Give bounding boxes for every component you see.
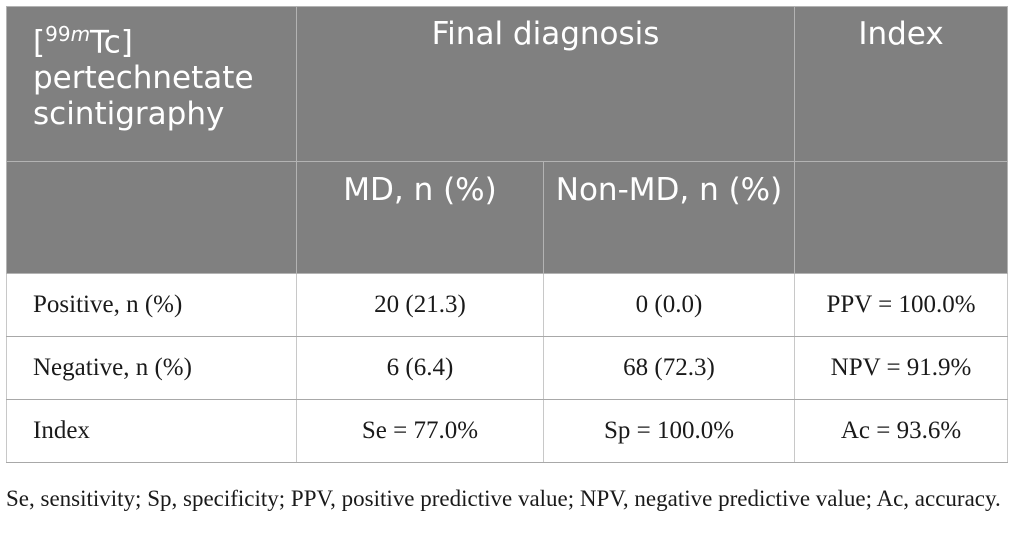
header-non-md: Non-MD, n (%) <box>542 161 796 274</box>
header-scintigraphy-element: Tc] <box>90 24 133 61</box>
header-empty-left <box>6 161 297 274</box>
cell-non-md: Sp = 100.0% <box>542 399 796 463</box>
cell-md: 6 (6.4) <box>296 336 544 400</box>
table-row: Negative, n (%) 6 (6.4) 68 (72.3) NPV = … <box>6 336 1009 400</box>
table-row: Positive, n (%) 20 (21.3) 0 (0.0) PPV = … <box>6 273 1009 337</box>
isotope-metastable-letter: m <box>70 22 91 46</box>
row-label: Index <box>6 399 297 463</box>
cell-non-md: 0 (0.0) <box>542 273 796 337</box>
header-scintigraphy-line3: scintigraphy <box>33 96 225 133</box>
results-table-container: [99mTc] pertechnetate scintigraphy Final d… <box>6 6 1009 463</box>
header-md: MD, n (%) <box>296 161 544 274</box>
header-scintigraphy: [99mTc] pertechnetate scintigraphy <box>6 6 297 162</box>
header-empty-right <box>794 161 1009 274</box>
table-footnote: Se, sensitivity; Sp, specificity; PPV, p… <box>6 486 1001 511</box>
diagnostic-accuracy-table: [99mTc] pertechnetate scintigraphy Final d… <box>6 6 1009 463</box>
header-final-diagnosis: Final diagnosis <box>295 6 796 162</box>
header-row-1: [99mTc] pertechnetate scintigraphy Final d… <box>6 6 1009 162</box>
header-row-2: MD, n (%) Non-MD, n (%) <box>6 161 1009 274</box>
table-row: Index Se = 77.0% Sp = 100.0% Ac = 93.6% <box>6 399 1009 463</box>
cell-index: Ac = 93.6% <box>794 399 1009 463</box>
table-body: Positive, n (%) 20 (21.3) 0 (0.0) PPV = … <box>6 273 1009 463</box>
isotope-mass-number: 99 <box>45 22 71 46</box>
row-label: Negative, n (%) <box>6 336 297 400</box>
row-label: Positive, n (%) <box>6 273 297 337</box>
table-header: [99mTc] pertechnetate scintigraphy Final d… <box>6 6 1009 274</box>
cell-non-md: 68 (72.3) <box>542 336 796 400</box>
header-scintigraphy-line2: pertechnetate <box>33 60 254 97</box>
header-index: Index <box>794 6 1009 162</box>
cell-index: NPV = 91.9% <box>794 336 1009 400</box>
cell-md: Se = 77.0% <box>296 399 544 463</box>
cell-index: PPV = 100.0% <box>794 273 1009 337</box>
isotope-superscript: 99m <box>45 22 90 46</box>
header-scintigraphy-prefix: [ <box>33 24 46 61</box>
cell-md: 20 (21.3) <box>296 273 544 337</box>
